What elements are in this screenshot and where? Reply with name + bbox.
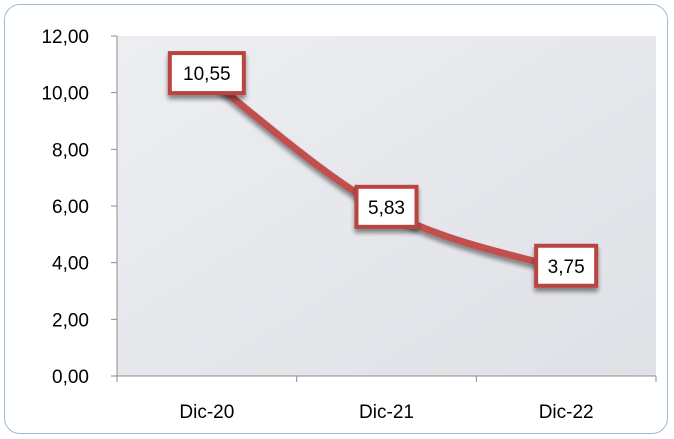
y-tick-label: 6,00 <box>52 197 89 218</box>
x-tick-label: Dic-20 <box>179 402 234 423</box>
data-label-text: 3,75 <box>548 257 585 278</box>
data-label: 5,83 <box>354 184 419 229</box>
data-label: 10,55 <box>167 51 246 96</box>
data-label-box <box>354 184 419 229</box>
x-tick-label: Dic-21 <box>359 402 414 423</box>
data-label-box <box>167 51 246 96</box>
data-label: 3,75 <box>534 243 599 288</box>
y-tick-label: 12,00 <box>41 27 89 48</box>
data-label-text: 5,83 <box>368 198 405 219</box>
y-tick-label: 10,00 <box>41 84 89 105</box>
y-tick-label: 8,00 <box>52 140 89 161</box>
y-axis: 0,00 2,00 4,00 6,00 8,00 10,00 12,00 <box>41 27 118 388</box>
data-labels: 10,55 5,83 3,75 <box>167 51 599 288</box>
data-label-text: 10,55 <box>183 64 231 85</box>
y-tick-label: 4,00 <box>52 254 89 275</box>
x-tick-label: Dic-22 <box>539 402 594 423</box>
y-tick-label: 2,00 <box>52 310 89 331</box>
data-label-box <box>534 243 599 288</box>
y-tick-label: 0,00 <box>52 367 89 388</box>
x-axis: Dic-20 Dic-21 Dic-22 <box>116 375 657 423</box>
